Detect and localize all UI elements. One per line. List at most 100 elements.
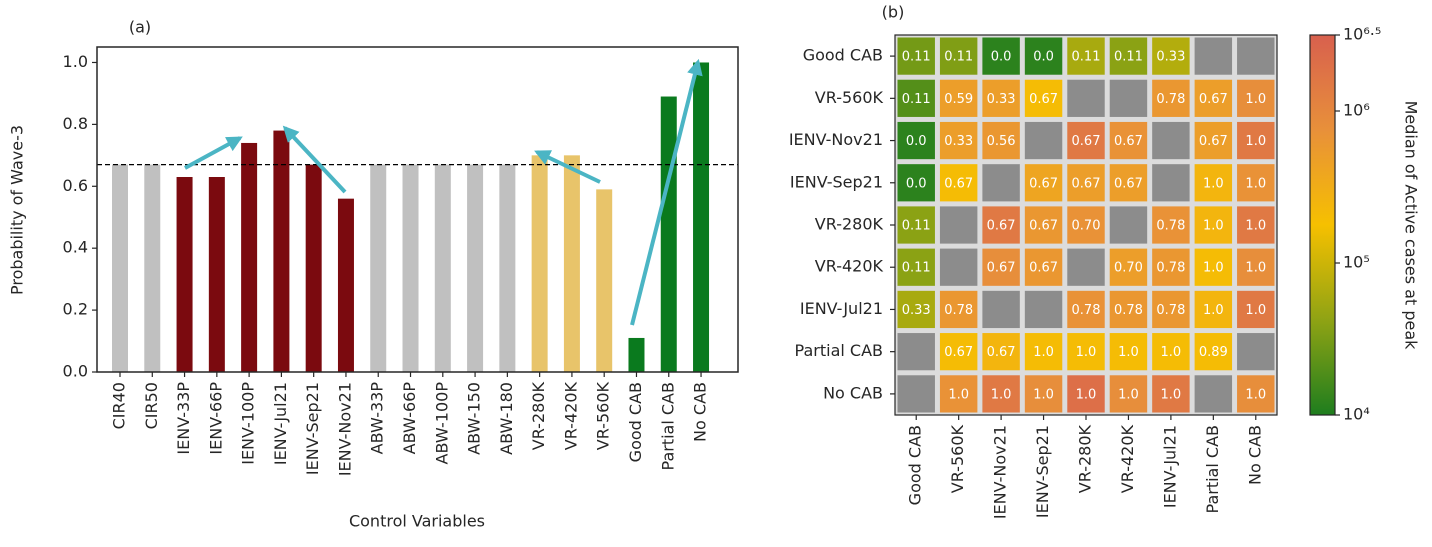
cell [982, 37, 1020, 75]
bar [563, 155, 580, 372]
cell [1024, 375, 1063, 413]
empty-cell [897, 333, 935, 371]
cell [1109, 164, 1148, 202]
x-tick-label: IENV-Jul21 [1160, 425, 1179, 508]
bar [112, 164, 128, 372]
bar [241, 142, 258, 372]
cell-label: 0.78 [1072, 303, 1101, 318]
bar [434, 164, 451, 372]
x-tick-label: CIR40 [110, 382, 129, 429]
bar [628, 337, 645, 372]
cell-label: 0.67 [987, 345, 1016, 360]
cell [1109, 290, 1148, 329]
x-tick-label: ABW-33P [368, 382, 387, 455]
empty-cell [1237, 37, 1275, 75]
cell [1194, 333, 1233, 371]
empty-cell [897, 375, 935, 413]
cell [1237, 121, 1275, 160]
cell [939, 79, 978, 117]
y-tick-label: No CAB [823, 383, 883, 402]
cell [1194, 290, 1233, 329]
bar [531, 155, 548, 372]
y-tick-label: VR-560K [815, 88, 884, 107]
cell-label: 1.0 [1245, 176, 1266, 191]
x-tick-label: VR-420K [561, 381, 580, 450]
cell [1067, 121, 1105, 160]
cell-label: 0.59 [944, 92, 973, 107]
cell [1152, 290, 1190, 329]
cell [1067, 164, 1105, 202]
x-tick-label: IENV-Nov21 [991, 425, 1010, 519]
x-tick-label: Partial CAB [658, 382, 677, 470]
cell [939, 121, 978, 160]
x-tick-label: CIR50 [142, 382, 161, 429]
cell-label: 0.11 [1072, 50, 1101, 65]
bar [402, 164, 419, 372]
cell-label: 0.0 [906, 176, 927, 191]
cell [1024, 248, 1063, 286]
cell [939, 290, 978, 329]
bar [596, 189, 613, 372]
y-tick-label: 0.4 [63, 238, 88, 257]
cell [897, 164, 935, 202]
empty-cell [1067, 79, 1105, 117]
x-tick-label: ABW-66P [400, 382, 419, 455]
empty-cell [1109, 79, 1148, 117]
cell-label: 0.67 [987, 261, 1016, 276]
bar [273, 130, 290, 372]
cell-label: 0.56 [987, 134, 1016, 149]
y-tick-label: 1.0 [63, 52, 88, 71]
heatmap-frame [894, 34, 1278, 416]
cell [1109, 375, 1148, 413]
bar [693, 62, 710, 372]
cell-label: 0.67 [1029, 219, 1058, 234]
cell [897, 290, 935, 329]
cell-label: 0.0 [991, 50, 1012, 65]
cell-label: 1.0 [1161, 345, 1182, 360]
empty-cell [1067, 248, 1105, 286]
x-tick-label: Good CAB [906, 425, 925, 505]
cell [1194, 248, 1233, 286]
y-tick-label: VR-420K [815, 257, 884, 276]
cell [1237, 375, 1275, 413]
cell-label: 1.0 [1203, 176, 1224, 191]
cell-label: 0.11 [944, 50, 973, 65]
bar [144, 164, 161, 372]
cell-label: 0.67 [1199, 92, 1228, 107]
bar [499, 164, 516, 372]
x-tick-label: ABW-150 [465, 382, 484, 455]
cell [982, 79, 1020, 117]
cell-label: 0.67 [1199, 134, 1228, 149]
cell-label: 1.0 [1118, 345, 1139, 360]
cell [1067, 37, 1105, 75]
cell [897, 206, 935, 244]
cell [1152, 37, 1190, 75]
y-tick-label: IENV-Jul21 [800, 299, 883, 318]
cell-label: 0.67 [1072, 134, 1101, 149]
cell-label: 0.78 [1114, 303, 1143, 318]
cell [1194, 79, 1233, 117]
cell-label: 0.78 [944, 303, 973, 318]
cell [1067, 375, 1105, 413]
bar [370, 164, 387, 372]
cell-label: 0.70 [1072, 219, 1101, 234]
cell [897, 79, 935, 117]
cell [982, 375, 1020, 413]
cell [1152, 206, 1190, 244]
cell-label: 1.0 [1076, 345, 1097, 360]
cell-label: 1.0 [1245, 134, 1266, 149]
cell [982, 248, 1020, 286]
empty-cell [1024, 121, 1063, 160]
y-tick-label: 0.0 [63, 362, 88, 381]
cell-label: 0.33 [902, 303, 931, 318]
x-tick-label: No CAB [1245, 425, 1264, 485]
cell-label: 0.0 [1033, 50, 1054, 65]
cell-label: 0.11 [902, 50, 931, 65]
arrow [630, 58, 703, 326]
cell [1109, 121, 1148, 160]
cell [1109, 333, 1148, 371]
arrow [282, 125, 347, 194]
cell-label: 0.67 [987, 219, 1016, 234]
x-tick-label: IENV-66P [206, 382, 225, 455]
cell [1109, 248, 1148, 286]
